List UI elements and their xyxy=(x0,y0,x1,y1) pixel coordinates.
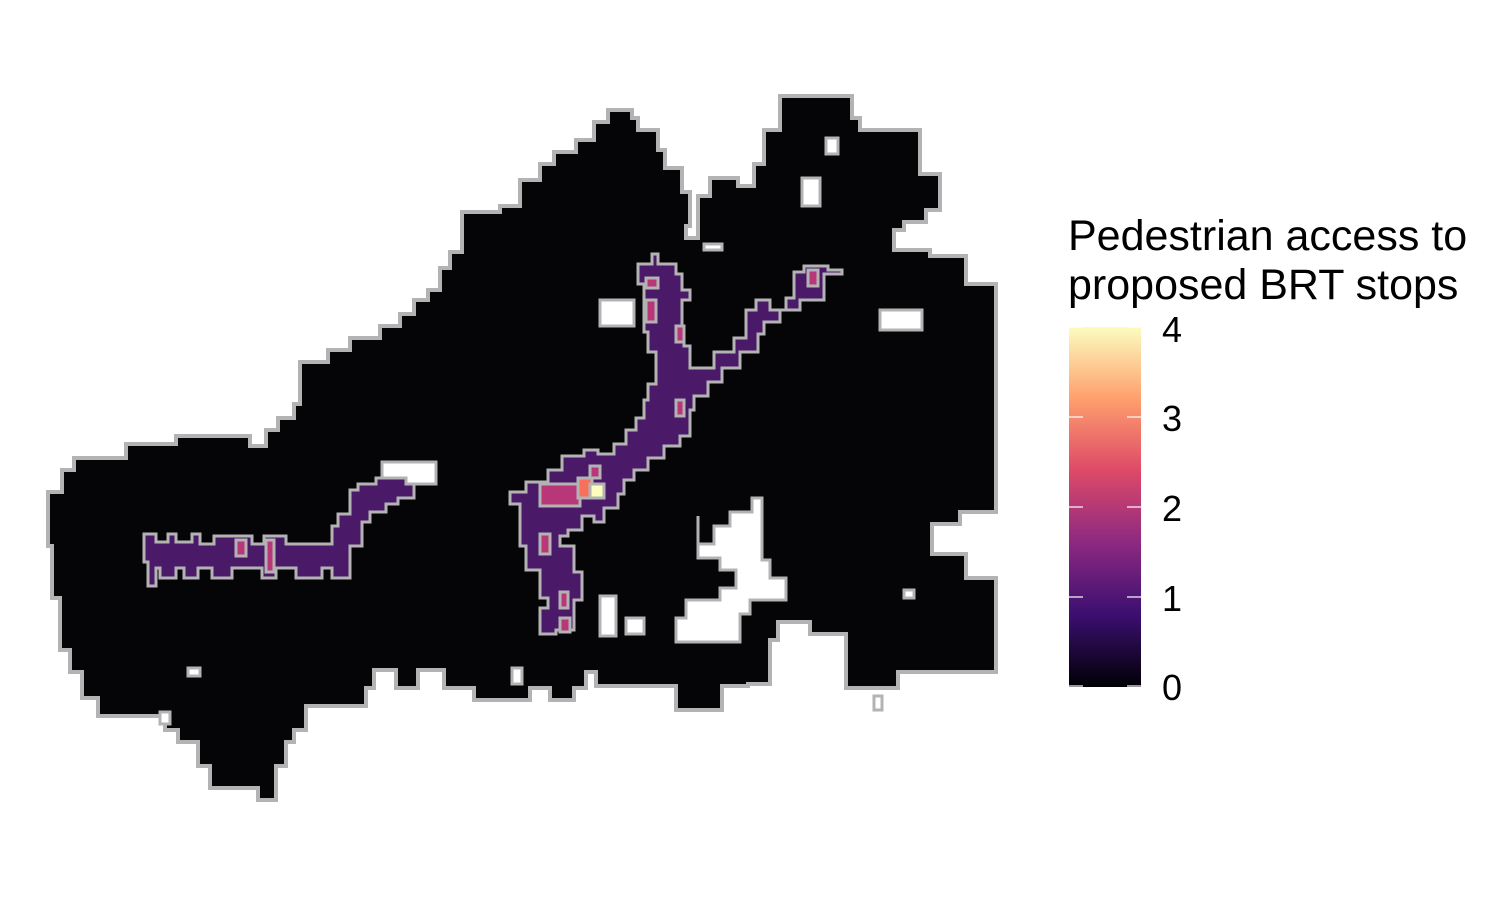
excluded-area-pit-4 xyxy=(598,594,618,638)
legend-tick-label-1: 1 xyxy=(1162,578,1183,619)
legend-tick-marks xyxy=(1069,326,1141,687)
excluded-area-pit-3 xyxy=(702,242,724,252)
cell-level-2 xyxy=(558,616,572,634)
excluded-area-pit-6 xyxy=(902,588,916,600)
excluded-area-pit-8 xyxy=(510,666,524,686)
access-level-2 xyxy=(234,268,820,634)
excluded-area-northeast xyxy=(878,308,924,332)
excluded-area-central xyxy=(598,298,636,328)
cell-level-2 xyxy=(644,298,658,324)
corridor-central xyxy=(508,252,844,636)
legend-tick-label-3: 3 xyxy=(1162,398,1183,439)
cell-level-2 xyxy=(538,482,582,508)
cell-level-2 xyxy=(538,532,552,556)
excluded-areas xyxy=(158,136,924,726)
cell-level-2 xyxy=(674,324,686,344)
cell-level-2 xyxy=(588,464,602,480)
excluded-area-pit-10 xyxy=(872,694,884,712)
cell-level-2 xyxy=(674,398,686,418)
legend-title-line-1: Pedestrian access to xyxy=(1068,212,1468,260)
legend-colorbar xyxy=(1069,326,1141,687)
excluded-area-pit-2 xyxy=(824,136,840,156)
access-level-1 xyxy=(142,252,844,636)
excluded-area-pit-1 xyxy=(800,176,822,208)
legend-tick-label-4: 4 xyxy=(1162,309,1183,350)
cell-level-2 xyxy=(644,276,660,290)
cell-level-2 xyxy=(264,538,276,574)
cell-level-4 xyxy=(588,482,606,500)
cell-level-2 xyxy=(234,538,248,558)
legend-title-line-2: proposed BRT stops xyxy=(1068,261,1459,309)
access-level-3-4 xyxy=(576,476,606,500)
excluded-area-south xyxy=(674,496,788,644)
legend-tick-label-2: 2 xyxy=(1162,488,1183,529)
cell-level-2 xyxy=(806,268,820,288)
legend-title: Pedestrian access to proposed BRT stops xyxy=(1068,212,1467,310)
legend-tick-label-0: 0 xyxy=(1162,667,1183,708)
excluded-area-pit-9 xyxy=(158,710,172,726)
excluded-area-pit-5 xyxy=(624,616,646,636)
study-area-region xyxy=(46,94,998,802)
corridor-west xyxy=(142,476,416,588)
cell-level-2 xyxy=(558,590,570,610)
excluded-area-pit-7 xyxy=(186,666,202,678)
